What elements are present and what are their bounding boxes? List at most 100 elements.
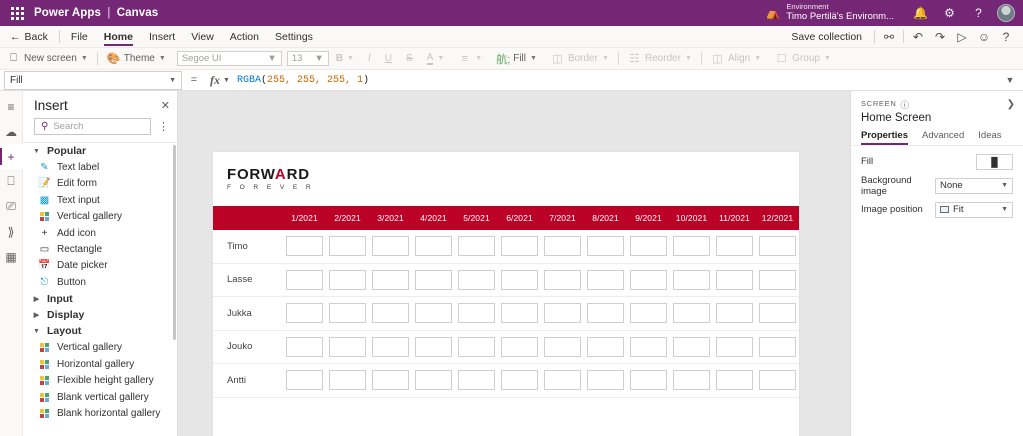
row-cell[interactable] [756, 336, 799, 357]
text-input[interactable] [630, 269, 667, 290]
environment-switcher[interactable]: ⛺ Environment Timo Pertilä's Environm... [765, 3, 906, 23]
search-input[interactable]: ⚲ Search [34, 118, 151, 135]
menu-item-view[interactable]: View [191, 30, 214, 43]
image-position-select[interactable]: Fit ▼ [935, 201, 1013, 218]
row-cell[interactable] [455, 269, 498, 290]
row-cell[interactable] [541, 303, 584, 324]
variables-icon[interactable]: ▦ [5, 249, 17, 264]
row-cell[interactable] [670, 236, 713, 257]
row-cell[interactable] [584, 303, 627, 324]
row-cell[interactable] [326, 269, 369, 290]
undo-icon[interactable]: ↶ [912, 29, 924, 44]
gear-icon[interactable]: ⚙ [944, 6, 955, 20]
insert-group-popular[interactable]: ▼ Popular [23, 143, 177, 159]
row-cell[interactable] [541, 236, 584, 257]
text-input[interactable] [544, 303, 581, 324]
row-cell[interactable] [455, 336, 498, 357]
row-cell[interactable] [283, 269, 326, 290]
text-input[interactable] [759, 236, 796, 257]
text-input[interactable] [329, 370, 366, 391]
insert-item-vertical-gallery-2[interactable]: Vertical gallery [23, 340, 177, 356]
insert-item-rectangle[interactable]: ▭ Rectangle [23, 241, 177, 257]
menu-item-settings[interactable]: Settings [274, 30, 313, 43]
row-cell[interactable] [627, 370, 670, 391]
text-input[interactable] [458, 336, 495, 357]
text-input[interactable] [673, 336, 710, 357]
row-cell[interactable] [498, 336, 541, 357]
text-input[interactable] [458, 236, 495, 257]
text-input[interactable] [329, 303, 366, 324]
row-cell[interactable] [541, 336, 584, 357]
row-cell[interactable] [455, 370, 498, 391]
text-input[interactable] [372, 370, 409, 391]
text-input[interactable] [372, 303, 409, 324]
formula-expand-icon[interactable]: ▼ [1005, 75, 1015, 85]
insert-item-blank-horizontal-gallery[interactable]: Blank horizontal gallery [23, 405, 177, 421]
fx-button[interactable]: fx ▼ [206, 73, 237, 88]
new-screen-button[interactable]: ⎕ New screen ▼ [0, 48, 95, 70]
formula-input[interactable]: RGBA(255, 255, 255, 1) [237, 75, 997, 86]
reorder-button[interactable]: ☷ Reorder ▼ [621, 48, 699, 70]
question-icon[interactable]: ? [975, 6, 982, 20]
text-input[interactable] [286, 303, 323, 324]
text-input[interactable] [415, 303, 452, 324]
tab-advanced[interactable]: Advanced [922, 130, 965, 141]
row-cell[interactable] [756, 236, 799, 257]
underline-button[interactable]: U [378, 48, 399, 70]
text-input[interactable] [630, 236, 667, 257]
insert-item-date-picker[interactable]: 📅 Date picker [23, 258, 177, 274]
media-icon[interactable]: ⎚ [6, 199, 16, 213]
bold-button[interactable]: B ▼ [329, 48, 361, 70]
row-cell[interactable] [412, 303, 455, 324]
text-input[interactable] [501, 303, 538, 324]
app-checker-icon[interactable]: ⚯ [883, 29, 895, 44]
text-input[interactable] [587, 336, 624, 357]
insert-group-layout[interactable]: ▼ Layout [23, 323, 177, 339]
text-input[interactable] [372, 336, 409, 357]
insert-group-display[interactable]: ▶ Display [23, 307, 177, 323]
font-size-select[interactable]: 13 ▼ [286, 51, 329, 66]
menu-item-home[interactable]: Home [96, 26, 141, 48]
text-input[interactable] [630, 336, 667, 357]
row-cell[interactable] [541, 370, 584, 391]
text-input[interactable] [673, 370, 710, 391]
text-input[interactable] [716, 236, 753, 257]
text-input[interactable] [630, 370, 667, 391]
menu-item-insert[interactable]: Insert [148, 30, 176, 43]
insert-item-text-label[interactable]: ✎ Text label [23, 159, 177, 175]
menu-item-file[interactable]: File [70, 30, 88, 43]
text-input[interactable] [501, 236, 538, 257]
fill-button[interactable]: 航; Fill ▼ [489, 48, 544, 70]
italic-button[interactable]: I [361, 48, 378, 70]
text-input[interactable] [329, 269, 366, 290]
text-input[interactable] [759, 336, 796, 357]
text-input[interactable] [759, 370, 796, 391]
text-input[interactable] [716, 303, 753, 324]
text-input[interactable] [544, 236, 581, 257]
text-input[interactable] [544, 269, 581, 290]
avatar[interactable] [997, 4, 1015, 22]
row-cell[interactable] [670, 303, 713, 324]
text-input[interactable] [329, 336, 366, 357]
row-cell[interactable] [584, 236, 627, 257]
table-row[interactable]: Antti [213, 364, 799, 398]
row-cell[interactable] [326, 370, 369, 391]
text-input[interactable] [286, 236, 323, 257]
row-cell[interactable] [412, 336, 455, 357]
insert-item-flexible-height-gallery[interactable]: Flexible height gallery [23, 372, 177, 388]
row-cell[interactable] [412, 370, 455, 391]
redo-icon[interactable]: ↷ [934, 29, 946, 44]
insert-item-blank-vertical-gallery[interactable]: Blank vertical gallery [23, 389, 177, 405]
share-person-icon[interactable]: ☺ [977, 29, 991, 44]
insert-icon[interactable]: + [0, 144, 23, 169]
help-circle-icon[interactable]: ⓘ [900, 100, 909, 110]
row-cell[interactable] [584, 269, 627, 290]
row-cell[interactable] [670, 269, 713, 290]
power-automate-icon[interactable]: ⟫ [7, 224, 15, 239]
bell-icon[interactable]: 🔔 [913, 6, 928, 20]
tree-view-icon[interactable]: ☁ [5, 124, 17, 139]
table-row[interactable]: Lasse [213, 264, 799, 297]
text-input[interactable] [286, 336, 323, 357]
property-select[interactable]: Fill ▼ [4, 70, 182, 90]
row-cell[interactable] [670, 336, 713, 357]
